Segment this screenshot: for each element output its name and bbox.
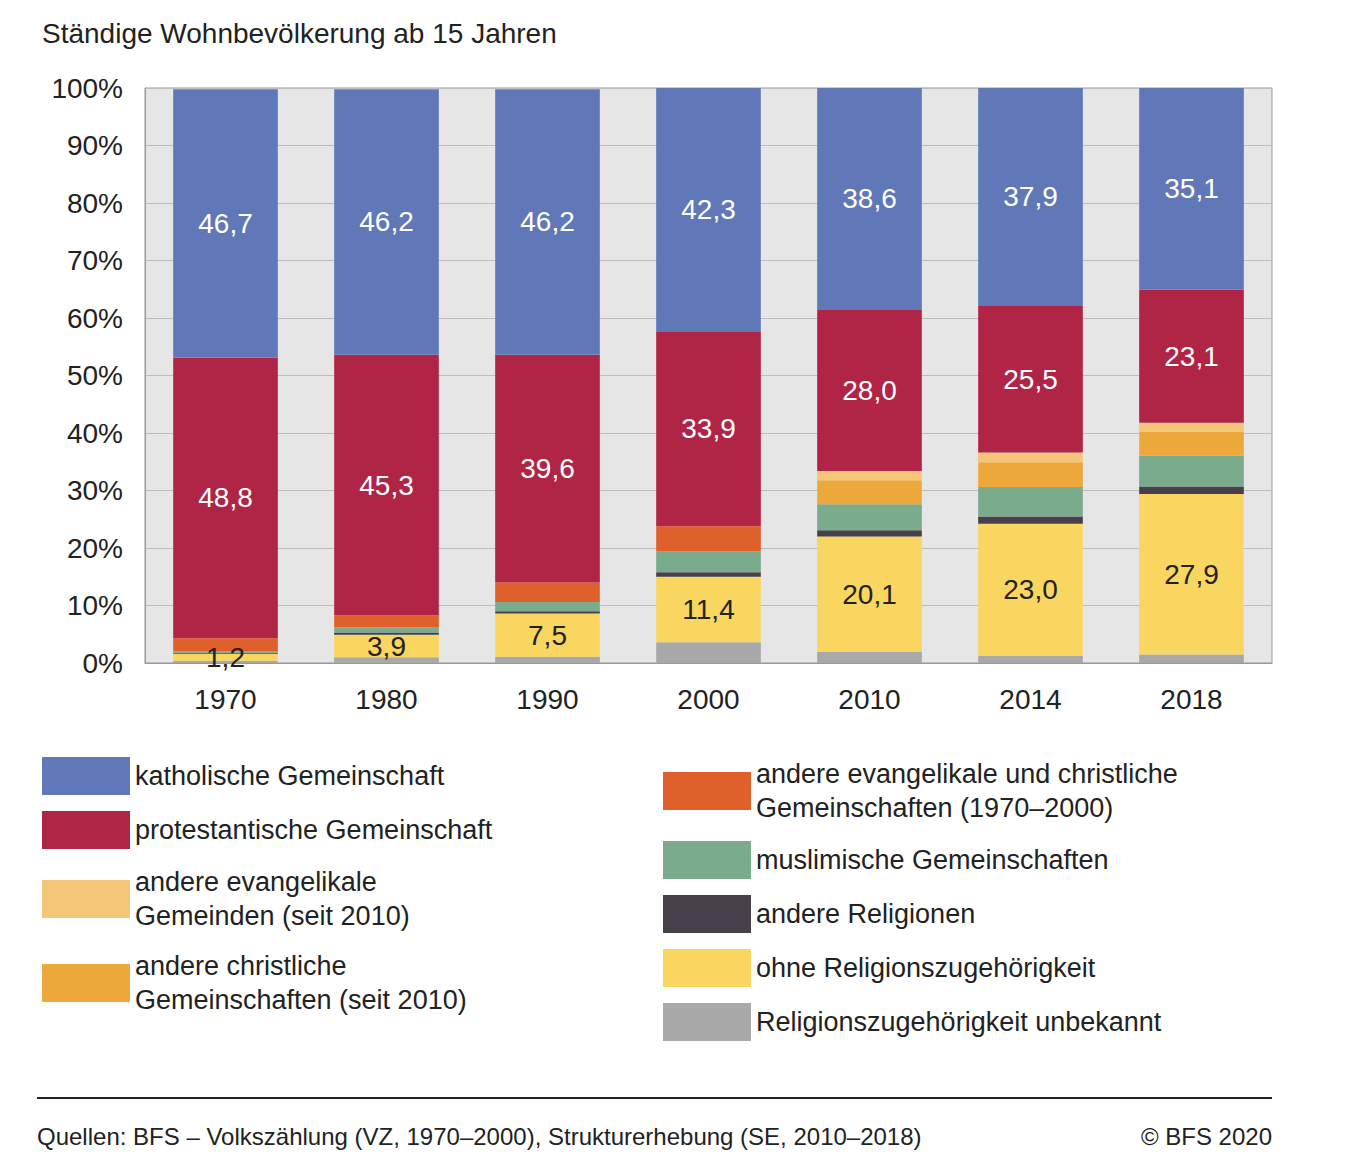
svg-text:2014: 2014 — [999, 684, 1061, 715]
svg-text:46,2: 46,2 — [359, 206, 414, 237]
svg-text:Gemeinden (seit 2010): Gemeinden (seit 2010) — [135, 901, 410, 931]
svg-text:ohne Religionszugehörigkeit: ohne Religionszugehörigkeit — [756, 953, 1096, 983]
svg-text:40%: 40% — [67, 418, 123, 449]
svg-text:100%: 100% — [51, 73, 123, 104]
svg-text:60%: 60% — [67, 303, 123, 334]
svg-text:38,6: 38,6 — [842, 183, 897, 214]
svg-text:© BFS 2020: © BFS 2020 — [1141, 1123, 1272, 1150]
svg-text:28,0: 28,0 — [842, 375, 897, 406]
svg-text:Quellen: BFS – Volkszählung (V: Quellen: BFS – Volkszählung (VZ, 1970–20… — [37, 1123, 922, 1150]
svg-text:46,2: 46,2 — [520, 206, 575, 237]
svg-text:Gemeinschaften (1970–2000): Gemeinschaften (1970–2000) — [756, 793, 1113, 823]
svg-text:2000: 2000 — [677, 684, 739, 715]
svg-text:48,8: 48,8 — [198, 482, 253, 513]
svg-text:katholische Gemeinschaft: katholische Gemeinschaft — [135, 761, 445, 791]
svg-text:23,1: 23,1 — [1164, 341, 1219, 372]
svg-text:20,1: 20,1 — [842, 579, 897, 610]
svg-text:39,6: 39,6 — [520, 453, 575, 484]
svg-text:Religionszugehörigkeit unbekan: Religionszugehörigkeit unbekannt — [756, 1007, 1162, 1037]
svg-text:andere christliche: andere christliche — [135, 951, 354, 981]
svg-text:11,4: 11,4 — [682, 594, 734, 625]
svg-text:42,3: 42,3 — [681, 194, 736, 225]
svg-text:1970: 1970 — [194, 684, 256, 715]
svg-text:protestantische Gemeinschaft: protestantische Gemeinschaft — [135, 815, 493, 845]
svg-text:1,2: 1,2 — [206, 642, 245, 673]
svg-text:10%: 10% — [67, 590, 123, 621]
svg-text:2018: 2018 — [1160, 684, 1222, 715]
svg-text:7,5: 7,5 — [528, 620, 567, 651]
svg-text:andere evangelikale: andere evangelikale — [135, 867, 384, 897]
svg-text:50%: 50% — [67, 360, 123, 391]
svg-text:1990: 1990 — [516, 684, 578, 715]
svg-text:3,9: 3,9 — [367, 631, 406, 662]
svg-text:muslimische Gemeinschaften: muslimische Gemeinschaften — [756, 845, 1109, 875]
svg-text:Gemeinschaften (seit 2010): Gemeinschaften (seit 2010) — [135, 985, 467, 1015]
svg-text:46,7: 46,7 — [198, 208, 253, 239]
svg-text:1980: 1980 — [355, 684, 417, 715]
svg-text:0%: 0% — [83, 648, 123, 679]
svg-text:80%: 80% — [67, 188, 123, 219]
svg-text:27,9: 27,9 — [1164, 559, 1219, 590]
svg-text:37,9: 37,9 — [1003, 181, 1058, 212]
svg-text:2010: 2010 — [838, 684, 900, 715]
svg-text:andere Religionen: andere Religionen — [756, 899, 975, 929]
svg-text:70%: 70% — [67, 245, 123, 276]
svg-text:35,1: 35,1 — [1164, 173, 1219, 204]
svg-text:andere evangelikale und christ: andere evangelikale und christliche — [756, 759, 1185, 789]
svg-text:45,3: 45,3 — [359, 470, 414, 501]
svg-text:23,0: 23,0 — [1003, 574, 1058, 605]
svg-text:20%: 20% — [67, 533, 123, 564]
svg-text:90%: 90% — [67, 130, 123, 161]
svg-text:30%: 30% — [67, 475, 123, 506]
svg-text:33,9: 33,9 — [681, 413, 736, 444]
svg-text:Ständige Wohnbevölkerung ab 15: Ständige Wohnbevölkerung ab 15 Jahren — [42, 18, 557, 49]
svg-text:25,5: 25,5 — [1003, 364, 1058, 395]
